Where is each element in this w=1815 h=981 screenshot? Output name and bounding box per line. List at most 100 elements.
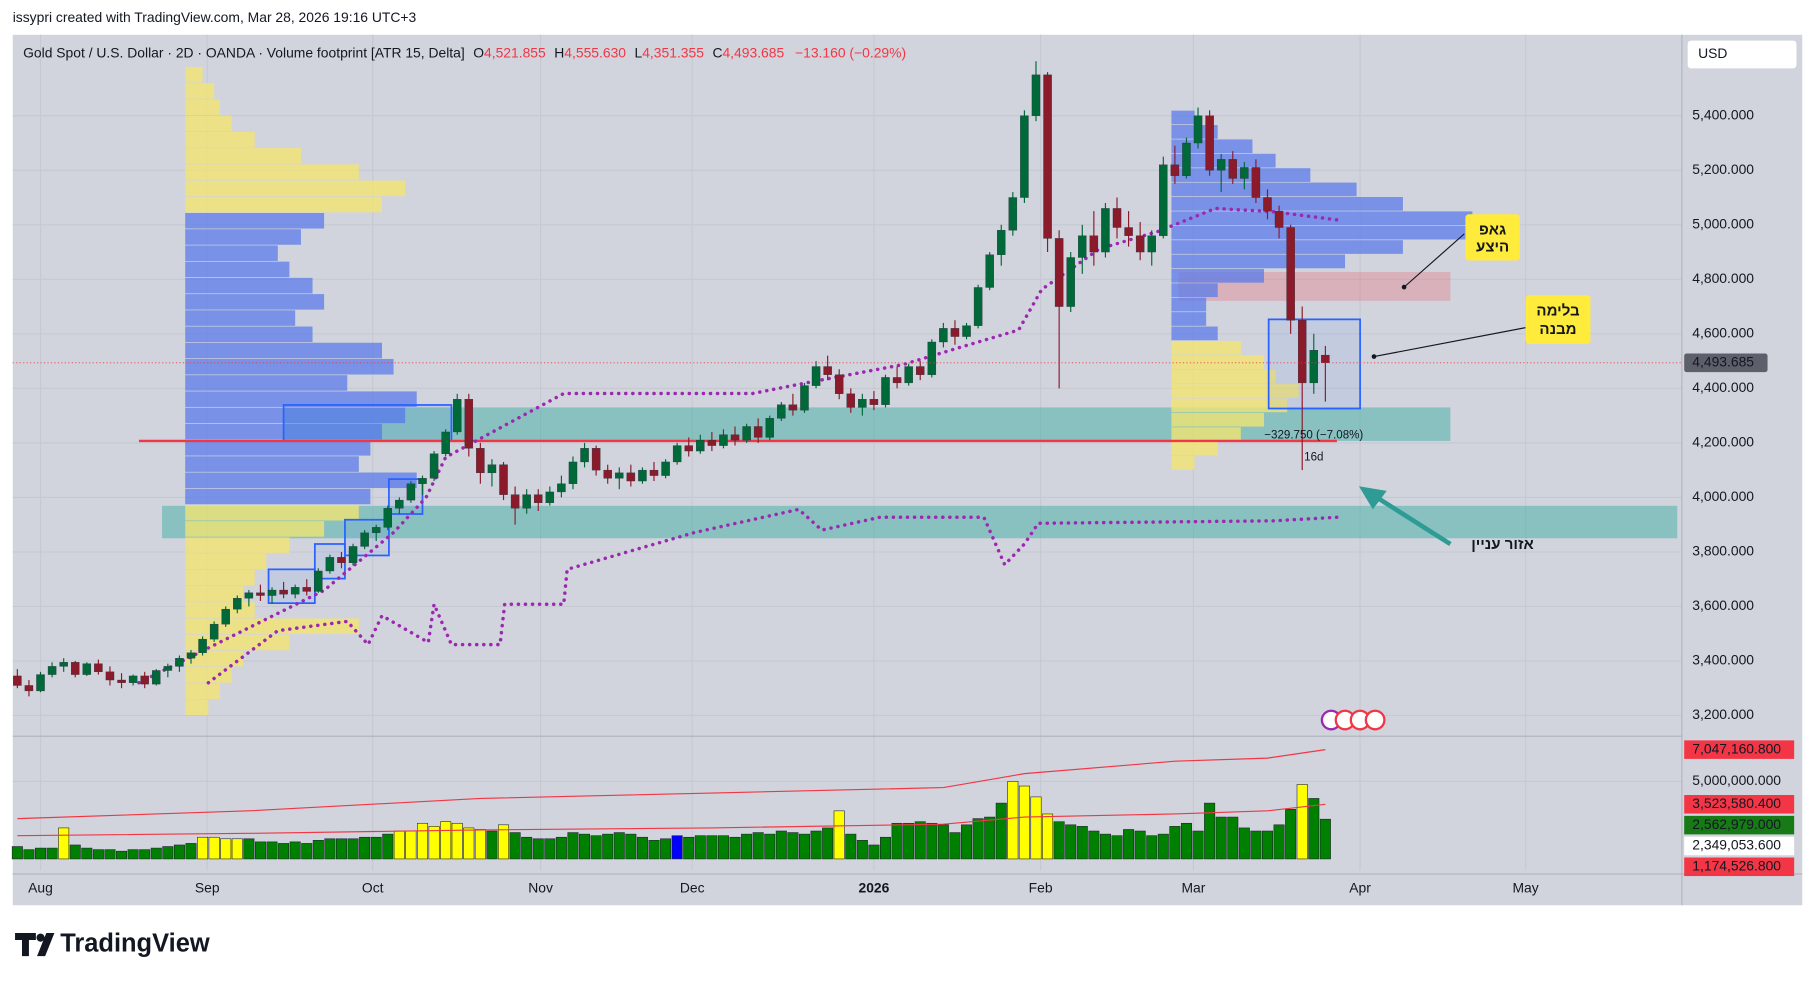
candle-body (302, 587, 311, 592)
profile-row (185, 99, 220, 115)
volume-bar (92, 849, 104, 860)
volume-bar (822, 827, 834, 860)
candle-body (1043, 74, 1052, 239)
legend-value: 4,521.855 (484, 44, 546, 60)
y-tick-label: 4,000.000 (1692, 488, 1754, 504)
volume-bar (324, 838, 336, 860)
candle-body (719, 434, 728, 446)
volume-bar (1134, 830, 1146, 860)
candle-body (1101, 208, 1110, 253)
volume-bar (451, 822, 463, 860)
volume-bar (139, 849, 151, 860)
volume-bar (636, 836, 648, 860)
profile-row (1171, 355, 1265, 370)
candle-body (290, 587, 300, 595)
pointer-line (1373, 327, 1526, 358)
volume-bar (289, 841, 301, 860)
candle-body (117, 679, 126, 683)
candle-body (198, 638, 207, 653)
volume-bar (1111, 835, 1123, 860)
profile-row (1171, 225, 1502, 240)
candle-body (1321, 354, 1330, 363)
candle-body (13, 675, 22, 686)
event-icon[interactable] (1364, 709, 1386, 731)
last-price-box (1684, 353, 1768, 373)
pointer-line (1403, 233, 1465, 288)
scale-label: 1,174,526.800 (1692, 857, 1781, 873)
volume-bar (949, 832, 961, 860)
profile-row (1171, 427, 1241, 441)
profile-row (1171, 384, 1299, 398)
candle-body (314, 570, 323, 592)
candle-body (997, 230, 1006, 255)
volume-bar (694, 835, 706, 860)
profile-row (185, 261, 290, 278)
axes: 3,200.000 3,400.000 3,600.000 3,800.000 4,00… (28, 106, 1795, 896)
ma-value-label-box (1684, 740, 1795, 759)
profile-row (185, 342, 382, 359)
logo: TradingView (15, 929, 210, 957)
volume-bar (787, 832, 799, 860)
volume-bar (150, 847, 162, 860)
volume-bar (1123, 829, 1135, 860)
volume-bar (648, 840, 660, 860)
profile-row (1171, 283, 1218, 298)
candle-body (1205, 115, 1214, 171)
candle-body (869, 399, 879, 405)
logo-mark (37, 933, 55, 957)
volume-bar (185, 843, 197, 860)
y-tick-label: 4,400.000 (1692, 379, 1754, 395)
candle-body (1031, 74, 1041, 116)
candle-body (580, 448, 589, 463)
scale-label: 2,349,053.600 (1692, 837, 1781, 853)
currency-button[interactable] (1687, 40, 1797, 69)
candle-body (800, 385, 809, 411)
candle-body (186, 652, 196, 659)
volume-bar (474, 829, 486, 860)
volume-bar (393, 830, 405, 860)
volume-bar (544, 838, 556, 860)
volume-ma-line (17, 803, 1326, 837)
volume-bar (498, 824, 510, 860)
profile-row (185, 83, 215, 99)
candle-body (568, 461, 578, 484)
volume-bar (463, 827, 475, 860)
volume-bar (1076, 826, 1088, 860)
profile-row (185, 699, 209, 716)
volume-bar (208, 836, 220, 860)
candle-body (140, 675, 149, 685)
candle-body (1124, 227, 1133, 236)
volume-bar (891, 822, 903, 860)
volume-bar (1261, 830, 1273, 860)
candle-body (360, 532, 369, 547)
candle-body (1263, 197, 1272, 212)
profile-row (1171, 182, 1357, 197)
candle-body (82, 663, 92, 675)
profile-row (185, 472, 417, 489)
profile-row (185, 553, 267, 570)
candle-body (152, 670, 161, 685)
currency[interactable]: USD (1698, 45, 1727, 61)
candle-body (904, 366, 913, 384)
volume-bar (810, 830, 822, 860)
volume-bar (972, 818, 984, 860)
profile-row (1171, 398, 1288, 413)
volume-bar (961, 824, 973, 860)
scale-label-box (1684, 836, 1795, 856)
candle-body (371, 527, 381, 533)
candle-body (534, 494, 543, 504)
volume-bar (359, 836, 371, 860)
candle-body (985, 254, 994, 288)
candle-body (730, 434, 740, 441)
profile-row (185, 164, 359, 180)
volume-bar (162, 846, 174, 860)
candle-body (1216, 159, 1226, 171)
profile-row (185, 358, 394, 375)
volume-bar (81, 847, 93, 860)
x-tick-label: Mar (1181, 880, 1205, 896)
volume-bar (984, 816, 996, 860)
candle-body (175, 658, 184, 667)
candle-body (244, 592, 254, 599)
